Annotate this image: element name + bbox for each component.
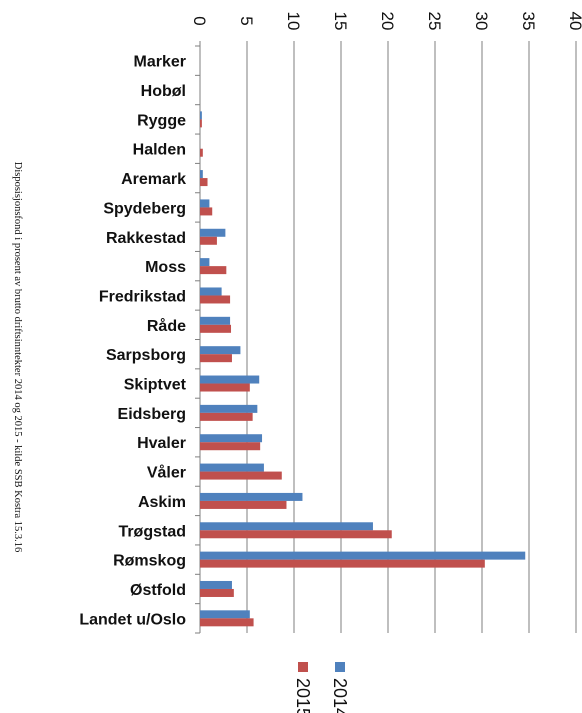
bar-2014	[200, 610, 250, 619]
bar-2015	[200, 295, 231, 304]
category-label: Rakkestad	[106, 230, 186, 247]
tick-label: 10	[284, 12, 303, 31]
bar-2014	[200, 111, 202, 120]
bar-2015	[200, 412, 253, 421]
category-label: Eidsberg	[118, 406, 186, 423]
tick-label: 40	[566, 12, 582, 31]
tick-label: 25	[425, 12, 444, 31]
tick-label: 5	[237, 16, 256, 25]
category-label: Moss	[145, 259, 186, 276]
tick-label: 20	[378, 12, 397, 31]
category-label: Rømskog	[113, 553, 186, 570]
category-label: Spydeberg	[103, 200, 186, 217]
bar-2014	[200, 287, 222, 296]
bar-2015	[200, 148, 203, 157]
category-label: Sarpsborg	[106, 347, 186, 364]
bar-2014	[200, 199, 210, 208]
bar-2014	[200, 316, 231, 325]
bar-2015	[200, 266, 227, 275]
category-label: Hobøl	[141, 83, 186, 100]
category-label: Askim	[138, 494, 186, 511]
bar-2015	[200, 559, 485, 568]
tick-label: 15	[331, 12, 350, 31]
bar-2014	[200, 463, 264, 472]
bar-2014	[200, 551, 526, 560]
legend: 2014 2015	[293, 662, 350, 713]
bar-2015	[200, 471, 282, 480]
bar-2015	[200, 354, 232, 363]
bar-2014	[200, 434, 263, 443]
category-label: Råde	[147, 317, 186, 335]
category-label: Landet u/Oslo	[79, 611, 186, 628]
bar-2015	[200, 236, 217, 245]
bar-2015	[200, 383, 250, 392]
category-label: Våler	[147, 464, 186, 482]
bar-2015	[200, 530, 392, 539]
bar-2015	[200, 178, 208, 187]
bar-2014	[200, 580, 232, 589]
legend-swatch-2014	[335, 662, 345, 672]
bar-2015	[200, 500, 287, 509]
bar-2014	[200, 258, 210, 267]
bar-2014	[200, 228, 226, 237]
bar-2015	[200, 618, 254, 627]
plot-area: 0 5 10 15 20 25 30 35 40 Marker Hobøl Rygge Halden Ar…	[79, 12, 582, 634]
bar-2014	[200, 404, 258, 413]
bar-2014	[200, 170, 203, 179]
category-label: Halden	[133, 142, 186, 159]
bar-2015	[200, 442, 261, 451]
category-label: Fredrikstad	[99, 288, 186, 305]
category-label: Aremark	[121, 171, 186, 188]
legend-label: 2015	[293, 678, 313, 713]
tick-label: 0	[190, 16, 209, 25]
bar-2014	[200, 346, 241, 355]
chart-caption: Disposisjonsfond i prosent av brutto dri…	[12, 162, 23, 553]
tick-label: 30	[472, 12, 491, 31]
bar-2014	[200, 375, 260, 384]
bar-2015	[200, 119, 202, 128]
bar-2015	[200, 324, 232, 333]
tick-label: 35	[519, 12, 538, 31]
bar-2014	[200, 522, 373, 531]
category-label: Marker	[134, 54, 186, 71]
category-label: Østfold	[130, 582, 186, 599]
category-label: Trøgstad	[118, 523, 186, 540]
category-label: Skiptvet	[124, 377, 187, 394]
category-label: Rygge	[137, 112, 186, 129]
category-label: Hvaler	[137, 435, 186, 452]
legend-swatch-2015	[298, 662, 308, 672]
bar-2015	[200, 207, 213, 216]
bar-2014	[200, 492, 303, 501]
legend-label: 2014	[330, 678, 350, 713]
bar-2015	[200, 588, 234, 597]
